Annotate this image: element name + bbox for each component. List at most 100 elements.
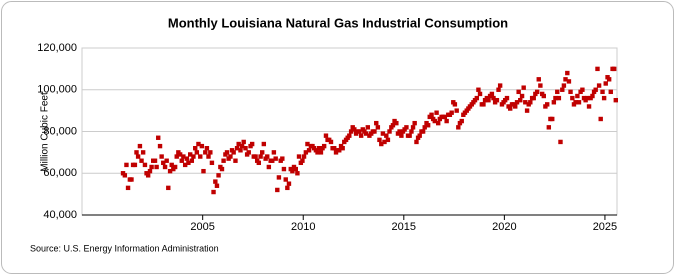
data-point: [521, 85, 526, 90]
data-point: [570, 95, 575, 101]
data-point: [286, 181, 292, 186]
data-point: [328, 139, 334, 145]
data-point: [337, 148, 342, 153]
data-point: [156, 135, 161, 140]
data-point: [135, 154, 141, 159]
y-tick-label: 80,000: [43, 125, 77, 137]
data-point: [387, 129, 392, 134]
data-point: [382, 139, 387, 145]
data-point: [566, 79, 572, 84]
data-point: [281, 166, 287, 172]
data-point: [196, 141, 201, 147]
data-point: [214, 183, 220, 188]
data-point: [270, 158, 275, 163]
data-point: [162, 164, 168, 170]
data-point: [365, 125, 371, 130]
data-point: [352, 127, 357, 132]
data-point: [236, 141, 241, 147]
data-point: [300, 158, 305, 163]
data-point: [152, 158, 158, 163]
data-point: [323, 133, 329, 138]
data-point: [249, 141, 255, 147]
data-point: [213, 179, 218, 184]
data-point: [409, 129, 414, 134]
data-point: [417, 133, 422, 138]
data-point: [145, 173, 151, 178]
data-point: [285, 185, 290, 191]
data-point: [555, 89, 560, 95]
data-point: [265, 154, 270, 159]
data-point: [283, 177, 288, 182]
data-point: [318, 150, 324, 155]
data-point: [375, 125, 381, 130]
data-point: [414, 139, 419, 145]
data-point: [194, 150, 200, 155]
y-tick-label: 60,000: [43, 167, 77, 179]
data-point: [234, 146, 240, 151]
data-point: [347, 133, 352, 138]
data-point: [231, 150, 236, 155]
y-tick-label: 120,000: [37, 42, 77, 54]
data-point: [385, 137, 391, 143]
data-point: [273, 156, 278, 161]
data-point: [429, 112, 434, 117]
data-point: [491, 95, 496, 101]
data-point: [204, 146, 210, 151]
data-point: [477, 91, 483, 97]
data-point: [142, 162, 148, 168]
data-point: [573, 100, 578, 105]
data-point: [397, 129, 402, 134]
data-point: [412, 120, 417, 126]
data-point: [177, 152, 183, 157]
data-point: [154, 164, 159, 170]
data-point: [137, 143, 143, 149]
data-point: [384, 133, 389, 138]
data-point: [456, 125, 461, 130]
x-tick-label: 2010: [291, 221, 315, 233]
data-point: [209, 160, 215, 166]
data-point: [182, 162, 188, 168]
data-point: [496, 87, 501, 92]
data-point: [585, 95, 590, 101]
data-point: [508, 106, 513, 111]
y-tick-label: 40,000: [43, 209, 77, 221]
data-point: [140, 150, 146, 155]
data-point: [167, 168, 173, 174]
y-tick-label: 100,000: [37, 84, 77, 96]
data-point: [606, 77, 612, 82]
data-point: [147, 168, 153, 174]
data-point: [528, 100, 533, 105]
data-point: [374, 120, 379, 126]
data-point: [276, 175, 282, 180]
data-point: [410, 125, 416, 130]
data-point: [271, 150, 277, 155]
data-point: [149, 164, 154, 170]
data-point: [568, 89, 573, 95]
data-point: [233, 158, 238, 163]
data-point: [174, 154, 179, 159]
data-point: [442, 114, 448, 120]
data-point: [253, 154, 258, 159]
data-point: [258, 154, 263, 159]
data-point: [541, 93, 546, 99]
data-point: [122, 173, 128, 178]
data-point: [266, 164, 272, 170]
data-point: [303, 150, 309, 155]
data-point: [404, 125, 409, 130]
data-point: [576, 100, 582, 105]
data-point: [598, 116, 603, 122]
data-point: [321, 143, 327, 149]
data-point: [211, 189, 216, 195]
x-tick-label: 2015: [392, 221, 416, 233]
data-point: [181, 154, 186, 159]
data-point: [390, 123, 396, 128]
data-point: [394, 120, 399, 126]
data-point: [489, 91, 495, 97]
data-point: [124, 162, 129, 168]
data-point: [261, 141, 267, 147]
data-point: [596, 83, 602, 88]
data-point: [538, 83, 543, 88]
data-point: [399, 133, 404, 138]
data-point: [305, 141, 310, 147]
